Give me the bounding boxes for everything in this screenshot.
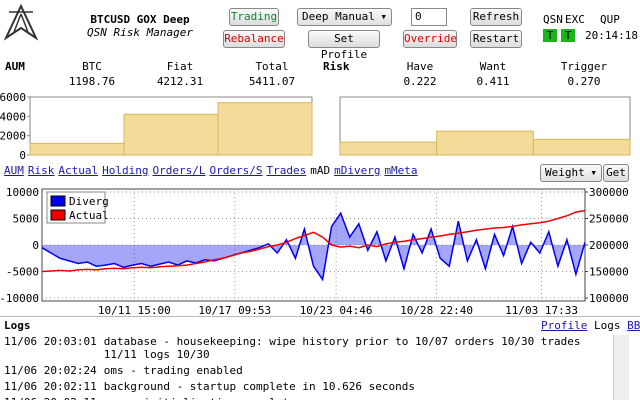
line <box>42 209 585 273</box>
trading-button[interactable]: Trading <box>229 8 279 26</box>
tab: mAD <box>310 164 331 177</box>
bbs-link[interactable]: BBS <box>627 319 640 332</box>
summary-charts: 0 2000 4000 6000 <box>0 91 631 160</box>
log-list: 11/06 20:03:01 database - housekeeping: w… <box>0 335 612 400</box>
profile-link[interactable]: Profile <box>541 319 588 332</box>
aum-label: AUM <box>5 60 25 73</box>
legend-label: Actual <box>69 209 109 222</box>
log-time: 11/06 20:03:01 <box>4 335 97 348</box>
tab[interactable]: Trades <box>266 164 307 177</box>
log-message: database - housekeeping: wipe history pr… <box>103 335 581 361</box>
mode-select[interactable]: Deep Manual <box>297 8 392 26</box>
log-time: 11/06 20:02:11 <box>4 396 97 400</box>
summary-header: BTC <box>82 60 102 73</box>
tab[interactable]: mMeta <box>384 164 418 177</box>
logo <box>4 4 38 41</box>
summary-value: 0.270 <box>567 75 601 88</box>
legend-swatch <box>50 195 66 207</box>
risk-label: Risk <box>323 60 350 73</box>
get-button[interactable]: Get <box>603 164 629 182</box>
tab-bar: AUM Risk Actual Holding Orders/L Orders/S Trad… <box>4 164 422 177</box>
input[interactable]: 0 <box>411 8 447 26</box>
logs-link: Logs <box>593 319 621 332</box>
summary-value: 1198.76 <box>68 75 116 88</box>
restart-button[interactable]: Restart <box>470 30 522 48</box>
tab[interactable]: Holding <box>102 164 149 177</box>
summary-header: Want <box>479 60 507 73</box>
x-tick-label: 11/03 17:33 <box>505 304 578 316</box>
main-chart: 10000 5000 0 -5000 -10000 300000 250000 200000 1… <box>0 186 629 316</box>
clock: 20:14:18 <box>585 29 638 42</box>
log-links: Profile Logs BBS <box>541 319 640 332</box>
y-tick-label: 0 <box>32 239 39 252</box>
bar <box>532 138 631 156</box>
y-tick-label: 5000 <box>13 213 40 226</box>
y-tick-label: -5000 <box>6 266 39 279</box>
log-time: 11/06 20:02:24 <box>4 364 97 377</box>
tab[interactable]: AUM <box>4 164 24 177</box>
line <box>42 211 585 282</box>
status-label: EXC <box>565 13 585 26</box>
log-message: background - startup complete in 10.626 … <box>103 380 415 393</box>
app-subtitle: QSN Risk Manager <box>87 26 193 39</box>
tab[interactable]: Orders/S <box>209 164 263 177</box>
y-tick-label: 6000 <box>0 91 26 104</box>
y2-tick-label: 250000 <box>589 213 629 226</box>
legend-swatch <box>50 209 66 221</box>
x-tick-label: 10/28 22:40 <box>400 304 473 316</box>
status-label: QSN <box>543 13 563 26</box>
summary-header: Total <box>255 60 289 73</box>
log-entry: 11/06 20:02:11 background - startup compl… <box>0 380 612 393</box>
summary-value: 4212.31 <box>156 75 204 88</box>
y-tick-label: 4000 <box>0 110 26 123</box>
log-message: oms - trading enabled <box>103 364 243 377</box>
tab[interactable]: Actual <box>58 164 99 177</box>
log-entry: 11/06 20:03:01 database - housekeeping: w… <box>0 335 612 361</box>
scrollbar[interactable] <box>613 335 629 400</box>
y2-tick-label: 300000 <box>589 186 629 199</box>
summary-value: 0.222 <box>403 75 437 88</box>
log-entry: 11/06 20:02:24 oms - trading enabled <box>0 364 612 377</box>
bar <box>436 130 534 156</box>
y2-tick-label: 200000 <box>589 239 629 252</box>
y-tick-label: 2000 <box>0 130 26 143</box>
summary-value: 5411.07 <box>248 75 296 88</box>
log-entry: 11/06 20:02:11 oms - initialization compl… <box>0 396 612 400</box>
app-title: BTCUSD GOX Deep <box>90 13 190 26</box>
legend-label: Diverg <box>69 195 109 208</box>
summary-header: Fiat <box>166 60 194 73</box>
rebalance-button[interactable]: Rebalance <box>223 30 285 48</box>
y-tick-label: 0 <box>19 149 26 160</box>
metric-select[interactable]: Weight <box>540 164 602 182</box>
logs-title: Logs <box>4 319 31 332</box>
x-tick-label: 10/23 04:46 <box>300 304 373 316</box>
status-label: QUP <box>600 13 620 26</box>
indicator: T <box>543 29 557 42</box>
override-button[interactable]: Override <box>403 30 457 48</box>
refresh-button[interactable]: Refresh <box>470 8 522 26</box>
separator <box>0 316 640 317</box>
x-tick-label: 10/11 15:00 <box>98 304 171 316</box>
summary-value: 0.411 <box>476 75 510 88</box>
tab[interactable]: Risk <box>27 164 55 177</box>
y-tick-label: -10000 <box>0 292 39 305</box>
x-tick-label: 10/17 09:53 <box>198 304 271 316</box>
bar <box>339 141 438 156</box>
log-message: oms - initialization complete <box>104 396 296 400</box>
y2-tick-label: 100000 <box>589 292 629 305</box>
summary-header: Trigger <box>560 60 608 73</box>
log-time: 11/06 20:02:11 <box>4 380 97 393</box>
indicator: T <box>561 29 575 42</box>
bar <box>217 102 313 156</box>
bar <box>29 142 125 156</box>
tab[interactable]: mDiverg <box>334 164 381 177</box>
set-profile-button[interactable]: Set Profile <box>308 30 380 61</box>
y-tick-label: 10000 <box>6 186 39 199</box>
bar <box>123 113 219 156</box>
y2-tick-label: 150000 <box>589 266 629 279</box>
summary-header: Have <box>406 60 434 73</box>
tab[interactable]: Orders/L <box>152 164 206 177</box>
